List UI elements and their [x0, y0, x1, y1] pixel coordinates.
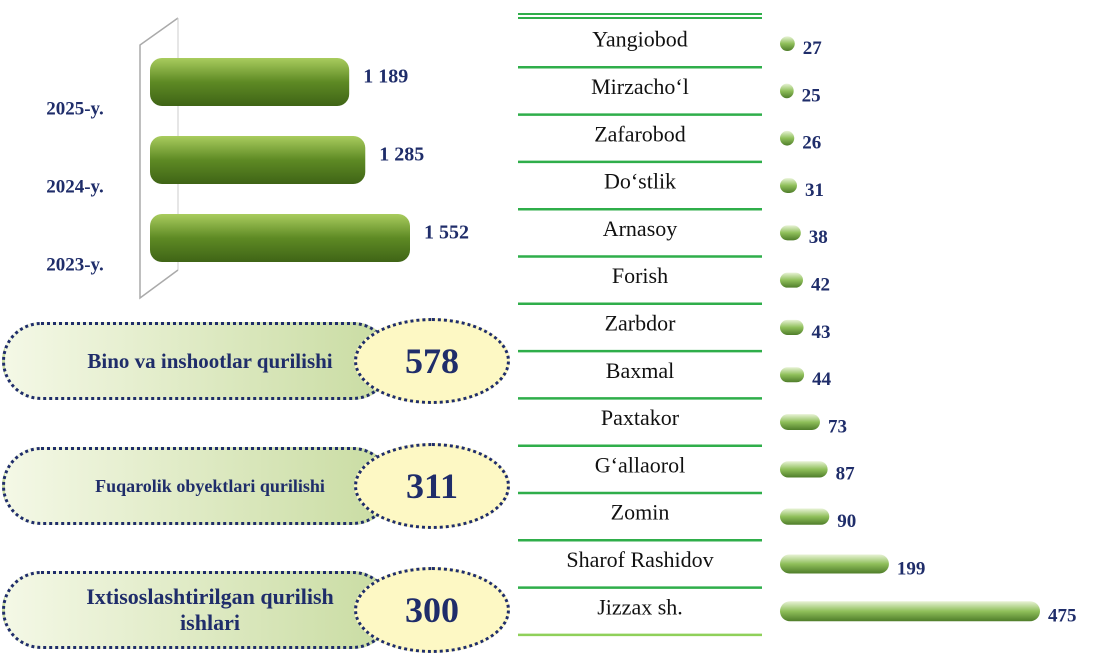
- value-label: 199: [897, 558, 926, 579]
- bar: [780, 130, 795, 146]
- value-label: 31: [805, 180, 824, 201]
- bar: [150, 214, 410, 262]
- summary-value: 300: [354, 567, 510, 653]
- value-label: 90: [837, 511, 856, 532]
- category-label: Mirzacho‘l: [591, 74, 689, 99]
- category-label: 2025-y.: [46, 98, 104, 119]
- bar: [780, 178, 797, 193]
- summary-label: Ixtisoslashtirilgan qurilish ishlari: [86, 584, 334, 635]
- summary-label: Bino va inshootlar qurilishi: [87, 348, 333, 373]
- bar: [780, 601, 1040, 622]
- bar: [780, 272, 803, 288]
- value-label: 73: [828, 416, 847, 437]
- bar: [780, 83, 794, 99]
- bar: [780, 554, 889, 574]
- axis-frame: [139, 17, 179, 300]
- category-label: Paxtakor: [601, 405, 680, 430]
- category-label: Baxmal: [606, 358, 674, 383]
- bar: [150, 136, 366, 184]
- category-label: G‘allaorol: [595, 452, 685, 477]
- value-label: 38: [809, 227, 828, 248]
- category-label: 2023-y.: [46, 254, 104, 275]
- value-label: 475: [1048, 606, 1077, 627]
- category-label: Sharof Rashidov: [566, 547, 713, 572]
- value-label: 43: [812, 322, 831, 343]
- value-label: 1 189: [363, 66, 408, 88]
- summary-value: 578: [354, 318, 510, 404]
- summary-panel: Ixtisoslashtirilgan qurilish ishlari 300: [2, 567, 510, 653]
- value-label: 42: [811, 275, 830, 296]
- summary-panel: Fuqarolik obyektlari qurilishi 311: [2, 443, 510, 529]
- bar: [780, 461, 828, 478]
- summary-label: Fuqarolik obyektlari qurilishi: [95, 475, 325, 496]
- summary-pill: Bino va inshootlar qurilishi: [2, 322, 392, 400]
- value-label: 27: [803, 38, 823, 59]
- summary-panel: Bino va inshootlar qurilishi 578: [2, 318, 510, 404]
- summary-value: 311: [354, 443, 510, 529]
- category-label: 2024-y.: [46, 176, 104, 197]
- category-label: Jizzax sh.: [597, 594, 683, 619]
- bar: [780, 367, 805, 383]
- summary-pill: Fuqarolik obyektlari qurilishi: [2, 447, 392, 525]
- value-label: 44: [812, 369, 832, 390]
- category-label: Do‘stlik: [604, 169, 676, 194]
- bar: [780, 319, 804, 335]
- value-label: 1 285: [379, 144, 424, 166]
- value-label: 1 552: [424, 222, 469, 244]
- category-label: Forish: [612, 263, 668, 288]
- bar: [780, 225, 801, 241]
- category-label: Yangiobod: [592, 27, 688, 52]
- value-label: 87: [836, 464, 856, 485]
- category-label: Arnasoy: [603, 216, 678, 241]
- summary-pill: Ixtisoslashtirilgan qurilish ishlari: [2, 571, 392, 649]
- bar: [780, 36, 795, 51]
- category-label: Zarbdor: [605, 310, 677, 335]
- bar: [780, 414, 820, 430]
- category-label: Zafarobod: [594, 121, 686, 146]
- value-label: 25: [802, 85, 821, 106]
- bar: [150, 58, 350, 106]
- value-label: 26: [802, 133, 821, 154]
- category-label: Zomin: [611, 500, 670, 525]
- bar: [780, 508, 830, 525]
